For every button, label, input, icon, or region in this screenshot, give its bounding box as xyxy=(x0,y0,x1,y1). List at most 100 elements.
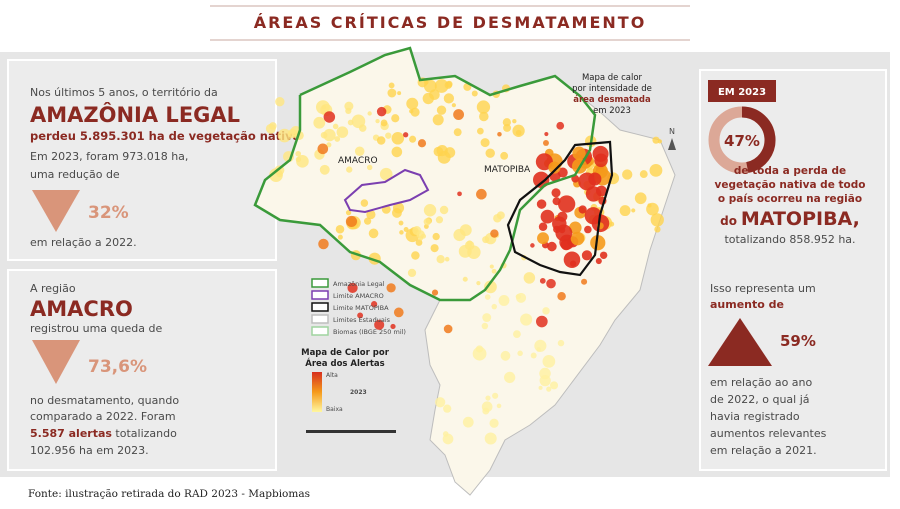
heat-spot xyxy=(459,224,472,237)
heat-spot xyxy=(491,268,497,274)
heat-spot xyxy=(435,397,446,408)
source: Fonte: ilustração retirada do RAD 2023 -… xyxy=(28,488,310,500)
heat-spot xyxy=(376,136,386,145)
heat-spot xyxy=(555,224,573,242)
heat-spot xyxy=(546,386,552,392)
highlight: 5.587 alertas xyxy=(30,427,112,440)
heat-spot xyxy=(360,199,369,207)
heat-spot xyxy=(477,127,484,135)
legend-label: Biomas (IBGE 250 mil) xyxy=(333,328,406,336)
heat-spot xyxy=(433,146,444,157)
heat-spot xyxy=(570,260,577,267)
heat-spot xyxy=(346,166,353,173)
text: Isso representa um xyxy=(710,282,816,295)
heat-spot xyxy=(443,93,455,104)
heat-spot xyxy=(619,205,631,217)
heat-spot xyxy=(595,258,602,265)
heat-spot xyxy=(647,203,652,208)
heat-spot xyxy=(431,289,439,296)
heat-spot xyxy=(417,139,427,148)
text: em relação a 2022. xyxy=(30,236,137,249)
heat-spot xyxy=(443,404,452,413)
heat-spot xyxy=(590,235,606,251)
heat-spot xyxy=(317,143,329,155)
up-triangle xyxy=(708,318,772,366)
heat-spot xyxy=(323,128,336,142)
heat-spot xyxy=(481,322,489,330)
heat-spot xyxy=(366,209,376,220)
heat-spot xyxy=(548,161,561,174)
heat-spot xyxy=(490,229,499,238)
text: no desmatamento, quando xyxy=(30,394,179,407)
heat-spot xyxy=(277,128,292,143)
text: 5.587 alertas totalizando xyxy=(30,427,177,440)
heat-spot xyxy=(366,164,373,171)
heat-spot xyxy=(654,226,661,233)
heat-spot xyxy=(351,114,366,129)
heat-spot xyxy=(544,131,549,137)
heat-spot xyxy=(336,126,349,138)
heat-spot xyxy=(453,128,462,137)
card xyxy=(699,69,887,471)
heat-spot xyxy=(379,167,393,181)
legend-title: Área dos Alertas xyxy=(305,357,384,369)
heat-spot xyxy=(390,323,396,330)
page-title: ÁREAS CRÍTICAS DE DESMATAMENTO xyxy=(254,13,647,32)
heat-spot xyxy=(421,233,427,239)
heat-spot xyxy=(497,132,502,137)
north-label: N xyxy=(669,127,675,136)
heat-spot xyxy=(357,312,364,319)
heat-spot xyxy=(436,105,447,115)
heat-spot xyxy=(409,135,417,143)
heat-spot xyxy=(462,276,468,282)
heat-spot xyxy=(537,232,549,245)
heat-spot xyxy=(496,211,505,220)
text: de toda a perda de xyxy=(734,165,846,177)
heat-spot xyxy=(581,250,593,261)
heat-spot xyxy=(517,350,523,356)
heat-spot xyxy=(594,153,608,168)
heat-spot xyxy=(435,216,444,224)
region-name: MATOPIBA, xyxy=(741,208,860,230)
heat-spot xyxy=(538,385,543,390)
heat-spot xyxy=(367,111,372,116)
heat-spot xyxy=(393,307,404,318)
scale-label: Baixa xyxy=(326,406,343,413)
text: Em 2023, foram 973.018 ha, xyxy=(30,150,188,163)
heat-spot xyxy=(471,90,478,97)
heat-spot xyxy=(492,392,499,399)
heat-spot xyxy=(403,132,409,138)
text: totalizando xyxy=(112,427,177,440)
heat-spot xyxy=(523,272,536,284)
text: em relação a 2021. xyxy=(710,444,817,457)
heat-spot xyxy=(422,92,434,105)
heat-spot xyxy=(409,109,414,114)
heat-spot xyxy=(464,240,475,251)
amazonia-boundary xyxy=(253,46,597,302)
heat-spot xyxy=(489,264,494,269)
region-name: AMACRO xyxy=(30,297,133,321)
legend-swatch xyxy=(311,326,329,336)
heat-spot xyxy=(569,221,582,235)
heat-spot xyxy=(542,307,550,315)
heat-spot xyxy=(542,354,556,368)
map-note: em 2023 xyxy=(593,106,631,116)
text: registrou uma queda de xyxy=(30,322,162,335)
heat-spot xyxy=(513,330,521,338)
text: Nos últimos 5 anos, o território da xyxy=(30,86,218,99)
heat-spot xyxy=(313,116,326,129)
heat-spot xyxy=(462,416,474,428)
text: em relação ao ano xyxy=(710,376,813,389)
heat-spot xyxy=(265,123,276,134)
heat-spot xyxy=(337,234,343,240)
heat-spot xyxy=(560,239,572,251)
heat-spot xyxy=(432,232,440,241)
down-triangle xyxy=(32,340,80,384)
heat-spot xyxy=(503,123,512,132)
heat-spot xyxy=(484,432,497,445)
heat-spot xyxy=(391,146,403,158)
heat-spot xyxy=(515,294,521,300)
heat-spot xyxy=(599,251,608,260)
heat-spot xyxy=(551,188,561,198)
heat-spot xyxy=(485,395,491,401)
